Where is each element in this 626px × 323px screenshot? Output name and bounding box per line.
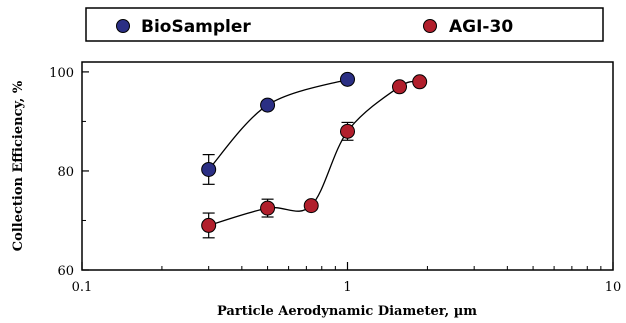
legend-box <box>85 7 604 42</box>
y-tick-label: 60 <box>57 264 74 279</box>
x-tick-label: 0.1 <box>72 280 93 295</box>
x-tick-label: 10 <box>605 280 622 295</box>
data-point <box>260 97 276 113</box>
data-point <box>392 79 408 95</box>
plot-frame <box>81 61 614 271</box>
y-axis-ticks: 60 80 100 <box>49 66 89 279</box>
x-tick-label: 1 <box>343 280 351 295</box>
y-tick-label: 100 <box>49 66 74 81</box>
data-point <box>340 123 355 139</box>
data-point <box>201 161 217 177</box>
legend-marker <box>116 19 130 33</box>
legend-marker <box>423 19 437 33</box>
legend: BioSampler AGI-30 <box>116 17 513 37</box>
legend-label: BioSampler <box>141 17 251 37</box>
data-points <box>201 71 428 233</box>
data-point <box>412 74 428 90</box>
y-axis-title: Collection Efficiency, % <box>11 80 26 251</box>
data-point <box>303 198 319 214</box>
data-point <box>201 217 217 233</box>
fit-curve-1 <box>208 78 348 170</box>
data-point <box>260 200 276 216</box>
y-tick-label: 80 <box>57 165 74 180</box>
x-axis-ticks: 0.1 1 10 <box>72 262 622 295</box>
error-bars <box>202 76 426 239</box>
legend-label: AGI-30 <box>449 17 513 37</box>
data-point <box>340 71 355 87</box>
x-axis-title: Particle Aerodynamic Diameter, µm <box>217 304 477 319</box>
